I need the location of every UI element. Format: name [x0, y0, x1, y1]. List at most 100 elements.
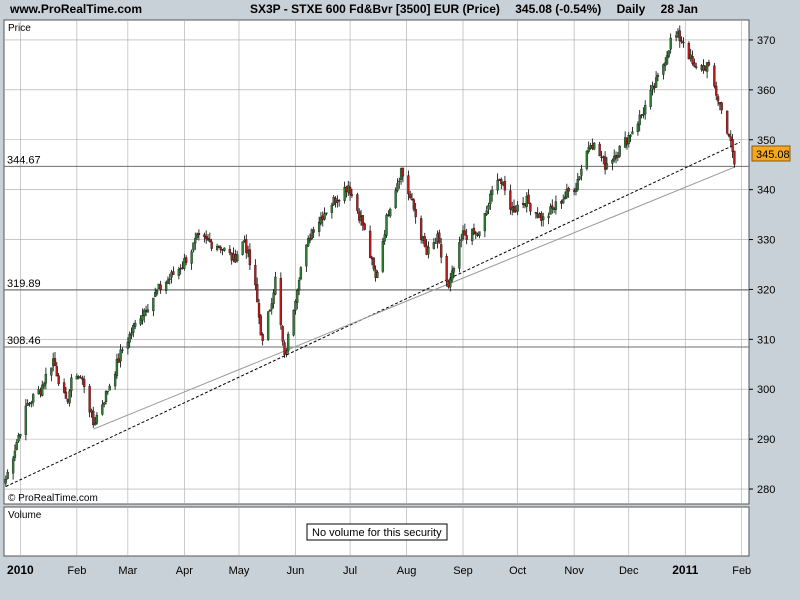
candle-up [95, 414, 99, 424]
candle-up [396, 183, 399, 191]
price-change: 345.08 (-0.54%) [515, 2, 602, 16]
candle-up [310, 229, 313, 240]
y-tick-label: 370 [757, 35, 775, 47]
candle-up [642, 113, 645, 116]
candle-down [62, 382, 66, 393]
candle-up [272, 292, 275, 304]
candle-down [474, 232, 477, 234]
candle-up [452, 268, 456, 273]
candle-up [215, 246, 219, 250]
candle-down [64, 391, 68, 399]
candle-up [487, 205, 490, 210]
candle-down [534, 212, 538, 214]
x-tick-label: Nov [564, 565, 584, 577]
candle-up [41, 384, 44, 396]
candle-down [409, 194, 412, 198]
candle-up [4, 479, 7, 484]
candle-up [323, 213, 326, 220]
candle-up [458, 242, 461, 269]
trendlines [5, 141, 741, 487]
candle-up [649, 90, 652, 107]
candle-up [268, 309, 272, 312]
candle-down [358, 211, 361, 221]
candle-up [674, 35, 678, 38]
candle-up [139, 318, 142, 325]
candle-down [206, 237, 210, 241]
candle-up [93, 422, 97, 426]
candle-down [228, 248, 232, 254]
candle-up [154, 292, 157, 298]
candle-up [143, 309, 146, 317]
y-tick-label: 300 [757, 384, 775, 396]
current-price-tag: 345.08 [756, 149, 790, 161]
candle-up [106, 390, 109, 393]
candle-up [563, 196, 567, 199]
grid [4, 20, 749, 504]
candle-down [567, 187, 570, 192]
candle-up [217, 246, 221, 248]
candle-up [17, 435, 20, 442]
candle-up [470, 228, 474, 242]
candle-up [177, 268, 181, 276]
x-tick-label: Jul [343, 565, 357, 577]
candle-down [350, 194, 354, 196]
candle-up [103, 402, 106, 405]
horizontal-level-label: 308.46 [7, 335, 41, 347]
candle-up [146, 309, 150, 313]
candle-up [478, 231, 481, 236]
candle-up [549, 206, 552, 215]
candle-down [219, 247, 222, 250]
candle-up [427, 247, 430, 255]
candle-up [223, 247, 226, 251]
candle-up [192, 242, 195, 251]
candle-up [31, 394, 35, 403]
candle-down [368, 230, 372, 259]
candle-down [281, 326, 284, 342]
candle-down [445, 256, 448, 282]
candle-up [101, 404, 104, 415]
candle-down [254, 265, 257, 286]
candle-up [132, 325, 135, 333]
candle-up [631, 131, 634, 135]
candle-up [496, 179, 499, 191]
x-tick-label: Feb [67, 565, 86, 577]
candle-up [15, 442, 18, 450]
candle-down [727, 134, 731, 137]
candle-up [336, 200, 339, 203]
candle-down [363, 223, 366, 230]
candle-down [407, 175, 410, 195]
candle-up [297, 280, 301, 291]
candle-down [312, 229, 315, 233]
y-tick-label: 310 [757, 334, 775, 346]
candle-down [361, 215, 364, 226]
candle-up [618, 145, 621, 157]
candles [4, 25, 736, 487]
candle-up [266, 311, 270, 340]
candle-down [725, 110, 729, 134]
candle-up [705, 62, 709, 72]
candle-down [53, 358, 57, 367]
candle-up [299, 267, 303, 280]
candle-up [307, 238, 310, 247]
candle-up [195, 233, 199, 238]
y-tick-label: 350 [757, 135, 775, 147]
candle-up [241, 241, 244, 255]
candle-down [414, 209, 417, 218]
site-name[interactable]: www.ProRealTime.com [10, 2, 143, 16]
candle-up [644, 105, 647, 115]
candle-up [578, 176, 581, 180]
x-tick-label: Apr [176, 565, 193, 577]
candle-up [164, 282, 168, 291]
watermark: © ProRealTime.com [8, 493, 98, 504]
candle-down [691, 56, 694, 64]
candle-up [115, 359, 119, 376]
candle-down [527, 194, 530, 204]
candle-up [133, 322, 137, 327]
candle-down [81, 377, 84, 380]
candle-down [715, 85, 718, 96]
candle-up [24, 405, 28, 435]
y-tick-label: 290 [757, 434, 775, 446]
candle-up [68, 390, 71, 404]
candle-down [419, 218, 423, 240]
